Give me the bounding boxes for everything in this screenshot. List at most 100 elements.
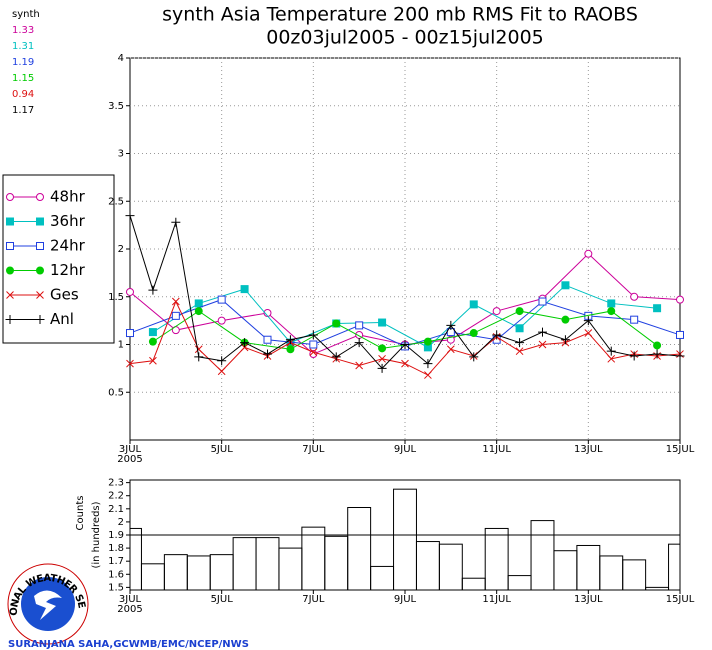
x-tick-label: 15JUL — [666, 444, 695, 455]
legend-marker — [5, 315, 15, 324]
series-marker — [561, 315, 570, 324]
y-tick-label: 2.3 — [108, 478, 124, 489]
x-tick-label: 5JUL — [211, 594, 234, 605]
legend-label: 48hr — [50, 188, 86, 206]
series-marker — [652, 349, 662, 359]
x-tick-label: 15JUL — [666, 594, 695, 605]
x-tick-label: 7JUL — [302, 594, 325, 605]
y-tick-label: 1.6 — [108, 569, 124, 580]
legend-marker — [36, 193, 44, 201]
count-bar — [415, 541, 440, 591]
count-bar — [507, 575, 532, 591]
series-marker — [423, 337, 432, 346]
series-marker — [630, 315, 639, 324]
series-marker — [148, 285, 158, 295]
series-mean-label: 1.19 — [12, 57, 34, 68]
series-marker — [584, 329, 593, 337]
series-marker — [217, 356, 227, 366]
series-marker — [676, 295, 684, 304]
series-marker — [561, 281, 570, 290]
x-tick-label: 9JUL — [394, 594, 417, 605]
series-marker — [355, 321, 364, 330]
series-mean-label: 1.33 — [12, 25, 34, 36]
count-bar — [129, 527, 142, 591]
legend-label: 12hr — [50, 261, 86, 279]
series-marker — [446, 320, 456, 330]
y-tick-label: 2 — [118, 244, 124, 255]
series-marker — [584, 249, 593, 258]
series-marker — [171, 217, 181, 227]
x-tick-label: 5JUL — [211, 444, 234, 455]
series-marker — [263, 349, 272, 359]
series-marker — [125, 211, 135, 221]
x-tick-label: 13JUL — [574, 594, 603, 605]
model-label: synth — [12, 9, 40, 20]
series-marker — [469, 300, 478, 309]
legend-marker — [6, 291, 14, 299]
x-tick-label: 13JUL — [574, 444, 603, 455]
series-marker — [240, 338, 250, 348]
series-marker — [194, 307, 203, 316]
series-marker — [309, 348, 318, 356]
series-marker — [331, 352, 341, 362]
series-marker — [676, 330, 684, 339]
series-marker — [148, 337, 157, 346]
y-tick-label: 1.5 — [108, 292, 124, 303]
series-marker — [354, 338, 364, 348]
y-axis-label: Counts — [75, 496, 86, 531]
series-marker — [126, 359, 134, 368]
y-tick-label: 1.8 — [108, 543, 124, 554]
x-tick-label: 11JUL — [482, 594, 511, 605]
legend-marker — [36, 242, 44, 250]
legend-marker — [35, 315, 45, 324]
series-marker — [240, 285, 249, 294]
y-tick-label: 2.2 — [108, 491, 124, 502]
y-tick-label: 3 — [118, 149, 124, 160]
x-tick-label: 3JUL — [119, 444, 142, 455]
legend-box — [2, 174, 115, 344]
series-marker — [607, 307, 616, 316]
series-marker — [400, 340, 410, 349]
x-tick-label: 3JUL — [119, 594, 142, 605]
series-marker — [607, 354, 616, 363]
count-bar — [645, 586, 670, 591]
y-tick-label: 1 — [118, 340, 124, 351]
series-marker — [194, 345, 203, 354]
series-marker — [583, 316, 593, 326]
series-marker — [148, 328, 157, 337]
series-marker — [309, 340, 318, 349]
legend-label: Anl — [50, 310, 74, 328]
series-marker — [378, 354, 386, 363]
series-marker — [653, 341, 662, 350]
legend-marker — [36, 217, 44, 226]
legend-label: 36hr — [50, 212, 86, 230]
series-marker — [355, 361, 364, 370]
count-bar — [438, 543, 463, 591]
series-marker — [217, 316, 226, 325]
series-marker — [469, 352, 479, 362]
count-bar — [278, 547, 303, 591]
y-tick-label: 1.9 — [108, 530, 124, 541]
series-mean-label: 1.15 — [12, 73, 34, 84]
count-bar — [393, 488, 417, 591]
count-bar — [301, 526, 326, 591]
series-marker — [538, 340, 547, 349]
legend-label: 24hr — [50, 237, 86, 255]
series-marker — [126, 287, 134, 296]
count-bar — [232, 537, 257, 591]
legend-marker — [6, 193, 14, 201]
series-marker — [171, 297, 180, 306]
count-bar — [324, 535, 349, 591]
x-tick-label: 9JUL — [394, 444, 417, 455]
series-marker — [424, 371, 432, 379]
series-line — [152, 284, 658, 348]
series-marker — [492, 307, 501, 316]
series-marker — [286, 345, 295, 354]
y-tick-label: 1.7 — [108, 556, 124, 567]
series-marker — [515, 347, 524, 356]
series-marker — [378, 318, 387, 327]
series-mean-label: 0.94 — [12, 89, 34, 100]
series-marker — [171, 311, 180, 320]
y-tick-label: 4 — [118, 53, 124, 64]
